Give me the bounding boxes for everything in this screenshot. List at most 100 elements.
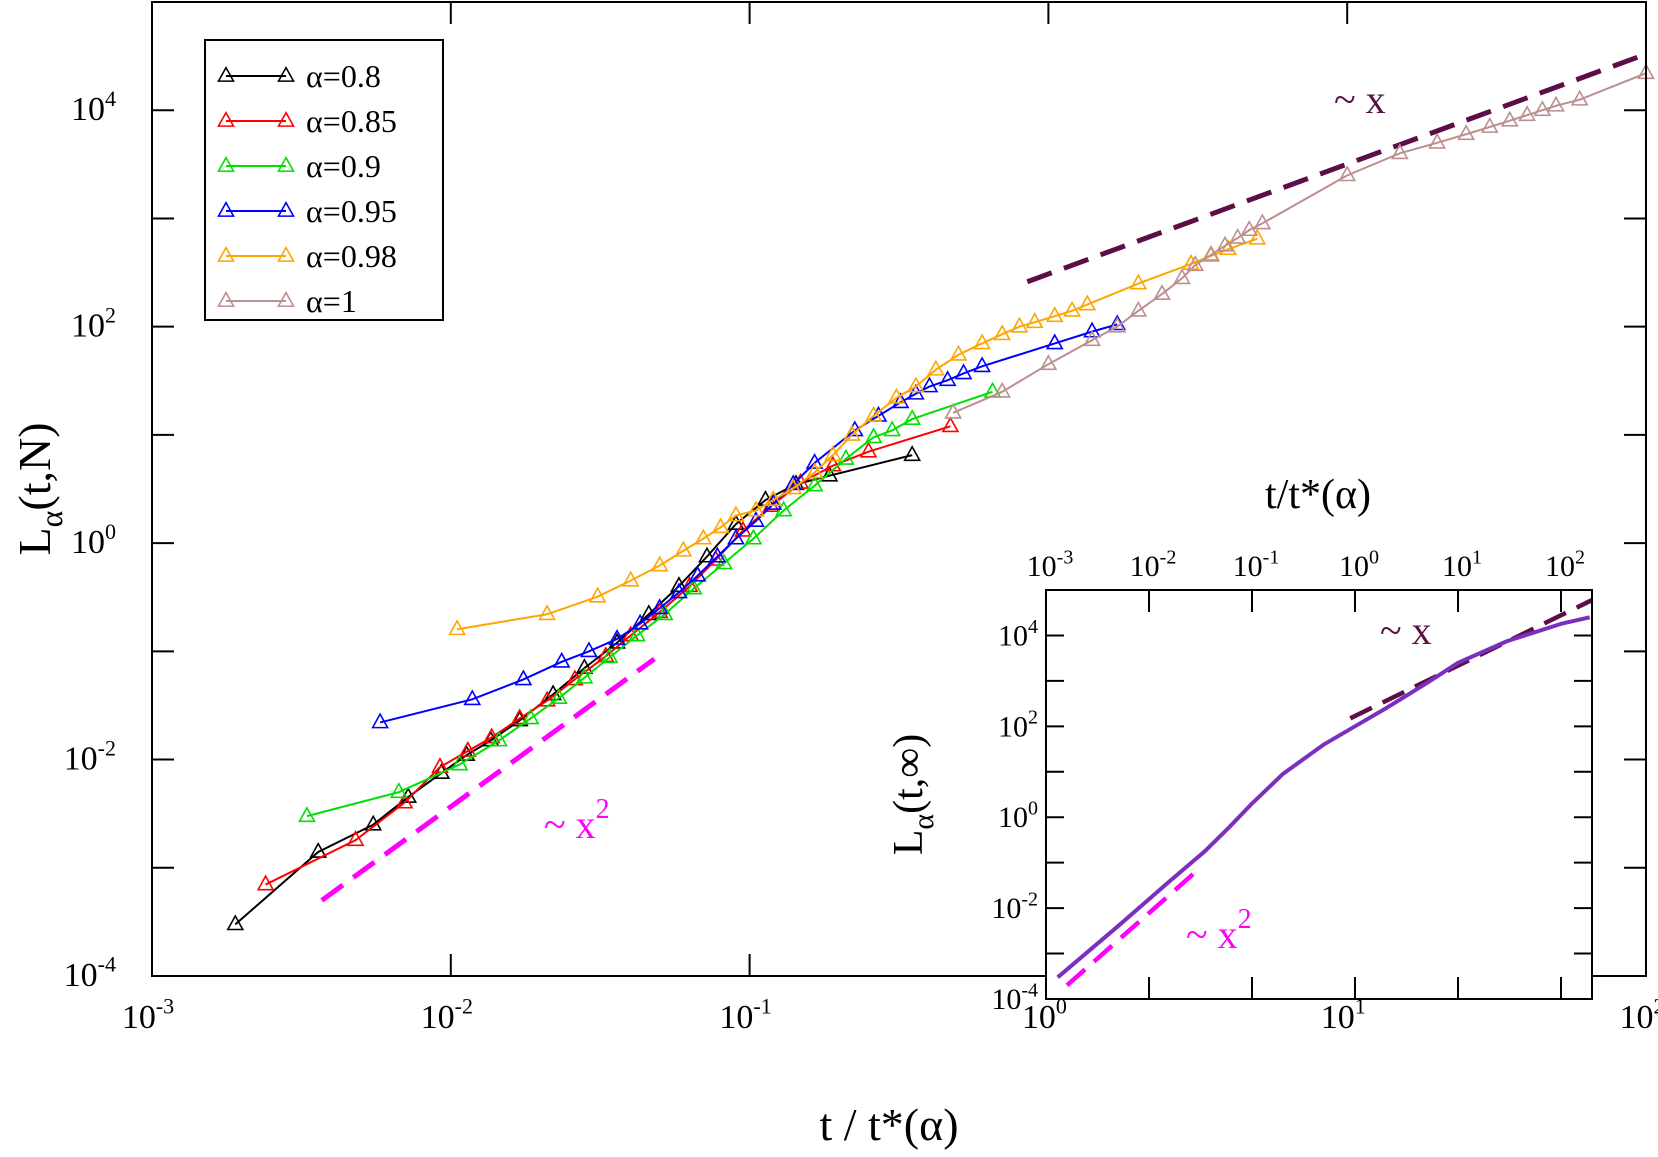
- data-point: [883, 420, 902, 437]
- data-point: [458, 740, 477, 757]
- inset-x-tick-label-base: 10: [1545, 550, 1575, 583]
- legend: α=0.8 α=0.85 α=0.9 α=0.95 α=0.98 α=1: [204, 39, 444, 321]
- data-point: [1253, 213, 1272, 230]
- data-point: [1500, 110, 1519, 127]
- legend-item: α=0.85: [217, 103, 397, 139]
- inset-x-tick-label-exponent: -3: [1057, 546, 1074, 568]
- legend-marker: [217, 200, 235, 217]
- data-point: [650, 598, 669, 615]
- data-point: [298, 806, 316, 823]
- legend-label: α=0.95: [306, 193, 397, 229]
- data-point: [891, 392, 910, 409]
- inset-x-tick-label-base: 10: [1442, 550, 1472, 583]
- data-point: [764, 490, 783, 506]
- data-point: [1129, 300, 1148, 317]
- legend-item: α=0.95: [217, 193, 397, 229]
- main-y-tick-label-exponent: -4: [98, 952, 116, 977]
- data-point: [600, 647, 619, 664]
- legend-marker: [217, 290, 235, 307]
- main-plot-frame: [151, 1, 1647, 977]
- main-annotations: ~ x2~ x: [544, 77, 1386, 847]
- inset-x-tick-label-base: 10: [1130, 550, 1160, 583]
- legend-marker: [277, 110, 295, 127]
- data-point: [784, 478, 803, 495]
- data-point: [805, 475, 824, 492]
- data-point: [1240, 220, 1259, 237]
- data-point: [395, 792, 414, 809]
- data-point: [1533, 100, 1552, 117]
- data-point: [684, 578, 703, 595]
- data-point: [694, 528, 713, 545]
- main-x-tick-label-base: 10: [1321, 999, 1355, 1036]
- data-point: [688, 565, 707, 582]
- data-point: [944, 402, 963, 419]
- data-point: [482, 727, 501, 744]
- data-point: [973, 333, 991, 350]
- main-y-tick-label: 100: [71, 519, 116, 561]
- main-reference-line-0: [320, 656, 656, 903]
- data-point: [490, 730, 508, 747]
- data-point: [521, 708, 540, 725]
- main-y-tick-label-exponent: 0: [105, 519, 116, 544]
- data-point: [708, 546, 727, 563]
- data-point: [1390, 143, 1409, 160]
- main-y-tick-label: 104: [71, 86, 116, 128]
- data-point: [1063, 300, 1081, 317]
- data-point: [973, 356, 991, 373]
- main-y-tick-label-base: 10: [64, 957, 98, 994]
- inset-x-tick-label-exponent: 0: [1369, 546, 1379, 568]
- inset-y-title-main: L: [886, 830, 932, 856]
- data-point: [1153, 284, 1171, 301]
- data-point: [226, 914, 245, 931]
- main-y-tick-label-exponent: 4: [105, 86, 116, 111]
- data-point: [727, 528, 745, 545]
- inset-y-tick-label-exponent: 0: [1028, 798, 1038, 820]
- data-point: [1045, 306, 1064, 323]
- main-x-tick-label: 102: [1620, 994, 1658, 1036]
- y-title-main: L: [9, 527, 60, 555]
- main-series-4: [448, 228, 1267, 636]
- data-point: [747, 500, 765, 517]
- inset-reference-lines: [1065, 598, 1593, 988]
- data-point: [309, 841, 328, 858]
- main-y-tick-label: 10-4: [64, 952, 116, 994]
- inset-x-tick-label-exponent: -1: [1263, 546, 1280, 568]
- inset-y-axis-title-text: Lα(t,∞): [886, 734, 940, 855]
- inset-x-tick-label-exponent: 1: [1472, 546, 1482, 568]
- main-x-tick-label-base: 10: [719, 999, 753, 1036]
- data-point: [1216, 235, 1234, 252]
- data-point: [903, 445, 922, 462]
- data-point: [824, 445, 842, 462]
- inset-y-tick-label-exponent: 4: [1028, 616, 1038, 638]
- legend-label: α=1: [306, 283, 357, 319]
- data-point: [389, 782, 408, 799]
- main-x-tick-label-exponent: 2: [1654, 994, 1658, 1019]
- data-point: [1129, 273, 1148, 290]
- legend-marker: [217, 65, 235, 82]
- main-x-tick-label-base: 10: [1620, 999, 1654, 1036]
- data-point: [448, 619, 466, 636]
- main-x-tick-label: 10-2: [421, 994, 473, 1036]
- data-point: [903, 409, 922, 426]
- data-point: [588, 586, 607, 603]
- legend-label: α=0.9: [306, 148, 381, 184]
- inset-x-tick-label-exponent: -2: [1160, 546, 1177, 568]
- data-point: [859, 441, 878, 458]
- inset-annotation-x2: ~ x2: [1186, 904, 1252, 957]
- data-point: [843, 424, 861, 441]
- data-point: [993, 381, 1011, 398]
- data-point: [674, 540, 693, 557]
- data-point: [954, 363, 973, 380]
- legend-marker: [217, 155, 235, 172]
- main-y-tick-label-base: 10: [64, 741, 98, 778]
- inset-y-tick-label-base: 10: [991, 892, 1021, 925]
- data-point: [1010, 316, 1029, 333]
- main-x-tick-label-base: 10: [421, 999, 455, 1036]
- data-point: [805, 452, 824, 469]
- data-point: [698, 546, 716, 563]
- annotation-text: ~ x: [1186, 912, 1238, 957]
- legend-label: α=0.8: [306, 58, 381, 94]
- data-point: [608, 628, 626, 645]
